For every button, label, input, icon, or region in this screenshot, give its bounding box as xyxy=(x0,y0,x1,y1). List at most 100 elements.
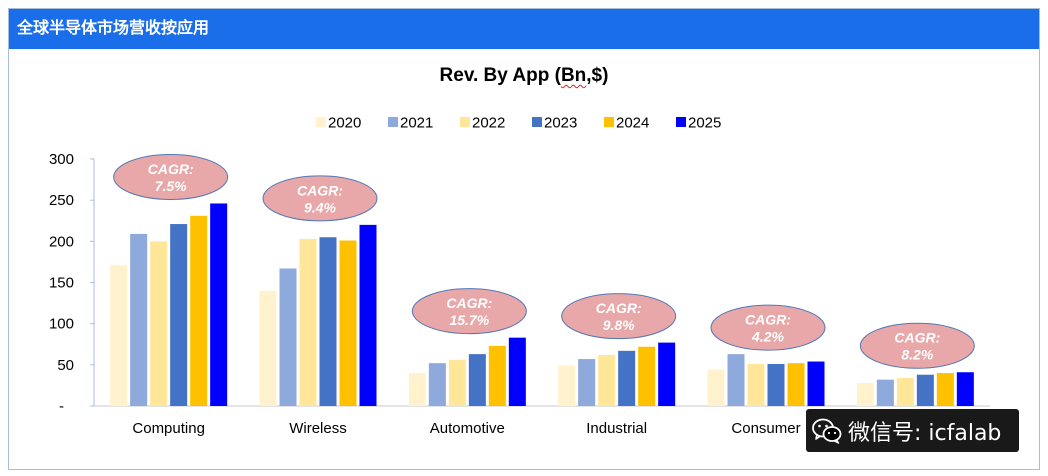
chart-title: Rev. By App (Bn,$) xyxy=(439,65,609,86)
bar-computing-2025 xyxy=(210,203,228,406)
bar-computing-2020 xyxy=(110,265,128,406)
bar-group-6-2024 xyxy=(936,373,954,406)
watermark: 微信号: icfalab xyxy=(806,409,1019,452)
bar-automotive-2023 xyxy=(468,354,486,406)
axes: - 50 100 150 200 250 300 xyxy=(49,151,990,415)
bar-computing-2021 xyxy=(130,233,148,406)
bar-group-wireless xyxy=(259,224,377,406)
legend-swatch-2021 xyxy=(388,117,398,127)
bar-wireless-2025 xyxy=(359,224,377,406)
legend-label: 2024 xyxy=(616,115,649,132)
legend-label: 2021 xyxy=(400,115,433,132)
bar-consumer-2021 xyxy=(727,354,745,406)
cagr-value: 9.8% xyxy=(603,317,635,333)
x-tick-label: Industrial xyxy=(586,420,647,437)
cagr-callout-automotive: CAGR:15.7% xyxy=(411,288,527,335)
cagr-value: 4.2% xyxy=(751,329,784,345)
bar-automotive-2024 xyxy=(488,345,506,406)
title-spellcheck-word: Bn xyxy=(560,65,587,86)
bar-wireless-2024 xyxy=(339,240,357,406)
cagr-label: CAGR: xyxy=(596,300,642,316)
cagr-ellipse xyxy=(411,288,527,335)
bar-group-industrial xyxy=(558,342,676,406)
legend-label: 2025 xyxy=(688,115,721,132)
legend-item-2025: 2025 xyxy=(676,115,721,132)
cagr-label: CAGR: xyxy=(297,182,343,198)
bar-wireless-2023 xyxy=(319,237,337,406)
bar-industrial-2024 xyxy=(638,346,656,406)
legend-item-2023: 2023 xyxy=(532,115,577,132)
header-bar: 全球半导体市场营收按应用 xyxy=(9,9,1039,49)
legend-label: 2023 xyxy=(544,115,577,132)
bar-group-6-2025 xyxy=(956,372,974,406)
bar-automotive-2025 xyxy=(508,337,526,406)
legend-swatch-2024 xyxy=(604,117,614,127)
cagr-label: CAGR: xyxy=(745,312,791,328)
bar-industrial-2021 xyxy=(578,359,596,406)
bar-group-consumer xyxy=(707,354,825,406)
cagr-callout-wireless: CAGR:9.4% xyxy=(262,175,378,222)
legend-swatch-2020 xyxy=(316,117,326,127)
legend-item-2024: 2024 xyxy=(604,115,649,132)
legend-item-2021: 2021 xyxy=(388,115,433,132)
bar-consumer-2022 xyxy=(747,364,765,406)
legend-label: 2020 xyxy=(328,115,361,132)
cagr-label: CAGR: xyxy=(894,330,940,346)
bar-consumer-2023 xyxy=(767,364,785,406)
bar-wireless-2021 xyxy=(279,268,297,406)
x-tick-label: Consumer xyxy=(731,420,800,437)
legend-item-2022: 2022 xyxy=(460,115,505,132)
legend-swatch-2025 xyxy=(676,117,686,127)
bar-group-6-2023 xyxy=(916,374,934,406)
legend-item-2020: 2020 xyxy=(316,115,361,132)
cagr-ellipse xyxy=(262,175,378,222)
y-tick-label: 150 xyxy=(49,275,74,292)
cagr-callout-computing: CAGR:7.5% xyxy=(113,153,229,200)
y-tick-label: 200 xyxy=(49,233,74,250)
bar-automotive-2022 xyxy=(448,359,466,406)
cagr-ellipse xyxy=(859,322,975,369)
legend-label: 2022 xyxy=(472,115,505,132)
cagr-value: 15.7% xyxy=(449,312,489,328)
cagr-ellipse xyxy=(113,153,229,200)
bar-group-automotive xyxy=(408,337,526,406)
bar-industrial-2023 xyxy=(618,350,636,406)
bar-consumer-2025 xyxy=(807,361,825,406)
bar-consumer-2020 xyxy=(707,369,725,406)
bar-industrial-2020 xyxy=(558,365,576,406)
legend-swatch-2022 xyxy=(460,117,470,127)
y-tick-label: 300 xyxy=(49,151,74,168)
x-tick-label: Automotive xyxy=(430,420,505,437)
header-title: 全球半导体市场营收按应用 xyxy=(17,20,210,37)
bar-industrial-2022 xyxy=(598,354,616,406)
cagr-ellipse xyxy=(710,304,826,351)
bar-wireless-2022 xyxy=(299,238,317,406)
cagr-value: 7.5% xyxy=(155,178,187,194)
bar-automotive-2021 xyxy=(428,363,446,406)
y-tick-label: 100 xyxy=(49,316,74,333)
cagr-callout-consumer: CAGR:4.2% xyxy=(710,304,826,351)
x-tick-label: Wireless xyxy=(289,420,347,437)
bar-wireless-2020 xyxy=(259,290,277,406)
cagr-label: CAGR: xyxy=(148,161,194,177)
bar-industrial-2025 xyxy=(658,342,676,406)
cagr-callout-industrial: CAGR:9.8% xyxy=(561,293,677,340)
cagr-ellipse xyxy=(561,293,677,340)
bar-group-6-2021 xyxy=(876,379,894,406)
cagr-value: 9.4% xyxy=(304,199,336,215)
bar-consumer-2024 xyxy=(787,363,805,406)
y-tick-label: 250 xyxy=(49,192,74,209)
bar-computing-2022 xyxy=(150,241,168,406)
bar-automotive-2020 xyxy=(408,373,426,406)
bar-group-computing xyxy=(110,203,228,406)
watermark-text: 微信号: icfalab xyxy=(848,420,1002,446)
cagr-value: 8.2% xyxy=(901,347,933,363)
bar-computing-2023 xyxy=(170,224,188,406)
y-tick-label: - xyxy=(59,398,64,415)
bar-group-6-2022 xyxy=(896,378,914,406)
wechat-icon xyxy=(812,418,842,444)
x-tick-label: Computing xyxy=(132,420,205,437)
bar-computing-2024 xyxy=(190,215,208,406)
bar-group-group-6 xyxy=(856,372,974,406)
